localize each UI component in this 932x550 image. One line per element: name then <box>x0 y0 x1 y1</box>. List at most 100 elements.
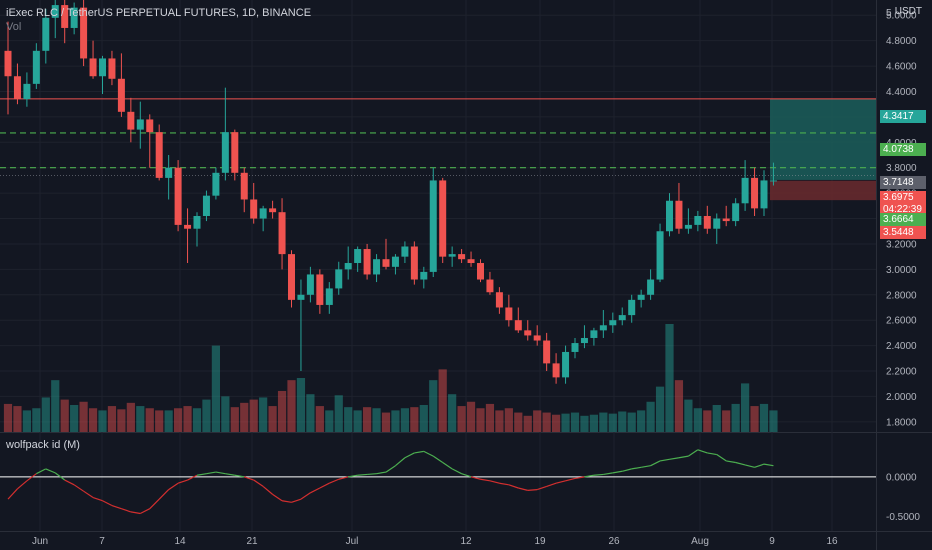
candle-body[interactable] <box>240 172 248 200</box>
candle-body[interactable] <box>146 119 154 133</box>
price-axis-label[interactable]: 4.4000 <box>886 87 917 98</box>
candle-body[interactable] <box>306 274 314 295</box>
time-axis-label[interactable]: 9 <box>769 536 775 547</box>
price-axis-label[interactable]: 5 <box>886 8 892 19</box>
candle-body[interactable] <box>4 50 12 77</box>
currency-label[interactable]: USDT <box>894 6 922 17</box>
candle-body[interactable] <box>656 231 664 280</box>
candle-body[interactable] <box>543 340 551 364</box>
candle-body[interactable] <box>354 249 362 264</box>
candle-body[interactable] <box>23 83 31 100</box>
candle-body[interactable] <box>80 7 88 59</box>
price-axis-label[interactable]: 3.8000 <box>886 163 917 174</box>
price-axis-label[interactable]: 1.8000 <box>886 417 917 428</box>
candle-body[interactable] <box>448 254 456 257</box>
candle-body[interactable] <box>599 325 607 331</box>
price-axis-label[interactable]: 2.2000 <box>886 367 917 378</box>
candle-body[interactable] <box>202 195 210 216</box>
candle-body[interactable] <box>637 294 645 300</box>
candle-body[interactable] <box>420 271 428 280</box>
candle-body[interactable] <box>13 76 21 100</box>
candle-body[interactable] <box>732 203 740 222</box>
candle-body[interactable] <box>155 132 163 178</box>
candle-body[interactable] <box>477 263 484 280</box>
candle-body[interactable] <box>467 259 475 264</box>
time-axis-label[interactable]: 16 <box>826 536 838 547</box>
indicator-axis-label[interactable]: -0.5000 <box>886 512 920 523</box>
candle-body[interactable] <box>184 224 192 229</box>
candle-body[interactable] <box>675 200 683 229</box>
candle-body[interactable] <box>117 78 125 112</box>
price-axis-label[interactable]: 2.0000 <box>886 392 917 403</box>
candle-body[interactable] <box>42 17 50 51</box>
candle-body[interactable] <box>382 259 390 267</box>
candle-body[interactable] <box>70 7 78 28</box>
candle-body[interactable] <box>505 307 513 321</box>
candle-body[interactable] <box>325 288 333 305</box>
time-axis-label[interactable]: 7 <box>99 536 105 547</box>
candle-body[interactable] <box>391 256 399 267</box>
volume-label[interactable]: Vol <box>6 21 22 33</box>
candle-body[interactable] <box>524 330 532 336</box>
candles-layer[interactable] <box>4 0 777 384</box>
candle-body[interactable] <box>363 249 371 275</box>
candle-body[interactable] <box>647 279 655 295</box>
candle-body[interactable] <box>231 132 239 173</box>
candle-body[interactable] <box>703 216 711 229</box>
time-axis-label[interactable]: 21 <box>246 536 258 547</box>
time-axis-label[interactable]: 12 <box>460 536 472 547</box>
candle-body[interactable] <box>552 363 560 378</box>
candle-body[interactable] <box>458 254 466 260</box>
candle-body[interactable] <box>580 337 588 344</box>
price-axis-label[interactable]: 2.6000 <box>886 316 917 327</box>
time-axis-label[interactable]: 19 <box>534 536 546 547</box>
candle-body[interactable] <box>562 351 570 378</box>
candle-body[interactable] <box>741 177 749 204</box>
candle-body[interactable] <box>288 254 295 300</box>
candle-body[interactable] <box>722 218 730 222</box>
candle-body[interactable] <box>401 246 409 257</box>
candle-body[interactable] <box>618 315 626 321</box>
candle-body[interactable] <box>713 218 721 229</box>
price-axis-label[interactable]: 2.4000 <box>886 341 917 352</box>
candle-body[interactable] <box>590 330 598 338</box>
axis-layer[interactable]: Jun 7 14 21 Jul 12 19 26 Aug 9 16 5.0000 4.8000 4.600… <box>32 8 920 547</box>
candle-body[interactable] <box>373 259 381 275</box>
candle-body[interactable] <box>628 299 636 316</box>
candle-body[interactable] <box>439 180 447 257</box>
candle-body[interactable] <box>174 167 182 225</box>
price-axis-label[interactable]: 3.2000 <box>886 239 917 250</box>
candle-body[interactable] <box>694 216 702 225</box>
candle-body[interactable] <box>221 132 229 173</box>
indicator-label[interactable]: wolfpack id (M) <box>6 439 80 451</box>
price-axis-label[interactable]: 4.6000 <box>886 62 917 73</box>
indicator-axis-label[interactable]: 0.0000 <box>886 472 917 483</box>
candle-body[interactable] <box>32 50 40 84</box>
candle-body[interactable] <box>269 208 277 213</box>
price-axis-label[interactable]: 2.8000 <box>886 290 917 301</box>
candle-body[interactable] <box>127 111 135 130</box>
candle-body[interactable] <box>316 274 324 305</box>
candle-body[interactable] <box>108 58 116 79</box>
candle-body[interactable] <box>410 246 418 280</box>
candle-body[interactable] <box>165 167 173 178</box>
candle-body[interactable] <box>571 343 579 352</box>
candle-body[interactable] <box>250 199 258 219</box>
time-axis-label[interactable]: 14 <box>174 536 186 547</box>
candle-body[interactable] <box>89 58 97 77</box>
candle-body[interactable] <box>684 224 692 229</box>
candle-body[interactable] <box>495 292 503 308</box>
candle-body[interactable] <box>335 269 343 289</box>
price-axis-label[interactable]: 4.8000 <box>886 36 917 47</box>
symbol-title[interactable]: iExec RLC / TetherUS PERPETUAL FUTURES, … <box>6 7 312 19</box>
price-axis-label[interactable]: 3.0000 <box>886 265 917 276</box>
candle-body[interactable] <box>136 119 144 130</box>
candle-body[interactable] <box>212 172 220 196</box>
candle-body[interactable] <box>344 263 352 270</box>
candle-body[interactable] <box>666 200 673 232</box>
candle-body[interactable] <box>429 180 437 272</box>
candle-body[interactable] <box>193 216 201 229</box>
candle-body[interactable] <box>278 212 286 255</box>
